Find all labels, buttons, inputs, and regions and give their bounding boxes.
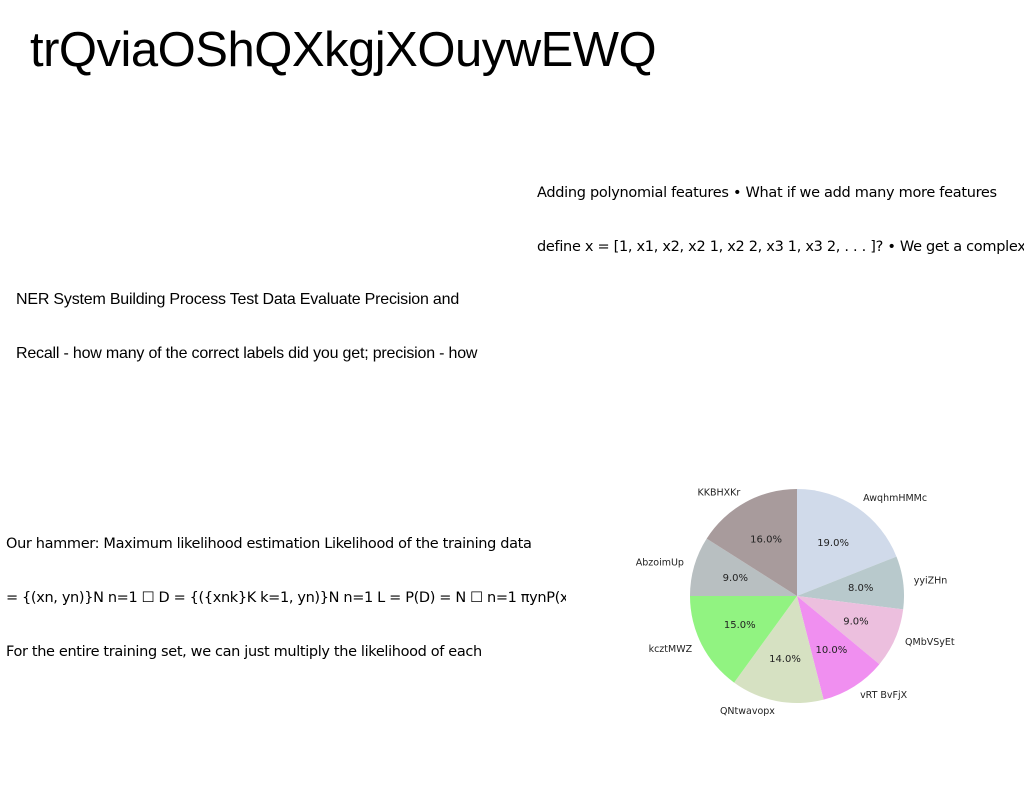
polynomial-features-line: Adding polynomial features • What if we …	[537, 185, 997, 201]
pie-slice-percent-label: 10.0%	[816, 645, 848, 656]
pie-slice-percent-label: 16.0%	[750, 535, 782, 546]
pie-slice-category-label: kcztMWZ	[649, 644, 693, 655]
pie-slice	[797, 596, 904, 665]
pie-slice	[690, 596, 797, 683]
pie-slice-category-label: KKBHXKr	[698, 487, 741, 498]
pie-slice-percent-label: 9.0%	[723, 573, 748, 584]
pie-slice	[797, 556, 904, 610]
pie-slice-category-label: vRT BvFjX	[860, 690, 908, 701]
pie-chart: 19.0% AwqhmHMMc 8.0% yyiZHn 9.0% QMbVSyEt 10.0…	[636, 487, 955, 717]
ner-process-text: NER System Building Process Test Data Ev…	[16, 255, 516, 381]
pie-slice-category-label: yyiZHn	[914, 576, 948, 587]
pie-slice-percent-label: 8.0%	[848, 583, 873, 594]
likelihood-estimation-line: = {(xn, yn)}N n=1 ☐ D = {({xnk}K k=1, yn…	[6, 590, 566, 606]
pie-slice-percent-label: 14.0%	[769, 654, 801, 665]
pie-slice-category-label: QMbVSyEt	[905, 637, 955, 648]
pie-slice	[797, 596, 880, 700]
pie-slice	[797, 489, 897, 596]
likelihood-estimation-text: Our hammer: Maximum likelihood estimatio…	[6, 499, 566, 679]
pie-slice-percent-label: 15.0%	[724, 620, 756, 631]
pie-slice-category-label: AbzoimUp	[636, 558, 684, 569]
pie-slice	[706, 489, 797, 596]
slide-title: trQviaOShQXkgjXOuywEWQ	[30, 23, 657, 77]
likelihood-estimation-line: Our hammer: Maximum likelihood estimatio…	[6, 536, 532, 552]
likelihood-estimation-line: For the entire training set, we can just…	[6, 644, 482, 660]
pie-slice-percent-label: 9.0%	[843, 616, 868, 627]
pie-slice	[734, 596, 824, 703]
pie-slice-percent-label: 19.0%	[817, 538, 849, 549]
polynomial-features-line: define x = [1, x1, x2, x2 1, x2 2, x3 1,…	[537, 239, 1024, 255]
pie-slice-category-label: QNtwavopx	[720, 706, 775, 717]
ner-process-line: NER System Building Process Test Data Ev…	[16, 291, 460, 308]
pie-slice-category-label: AwqhmHMMc	[863, 493, 927, 504]
ner-process-line: Recall - how many of the correct labels …	[16, 345, 478, 362]
polynomial-features-text: Adding polynomial features • What if we …	[537, 148, 1024, 274]
pie-slice	[690, 538, 797, 596]
